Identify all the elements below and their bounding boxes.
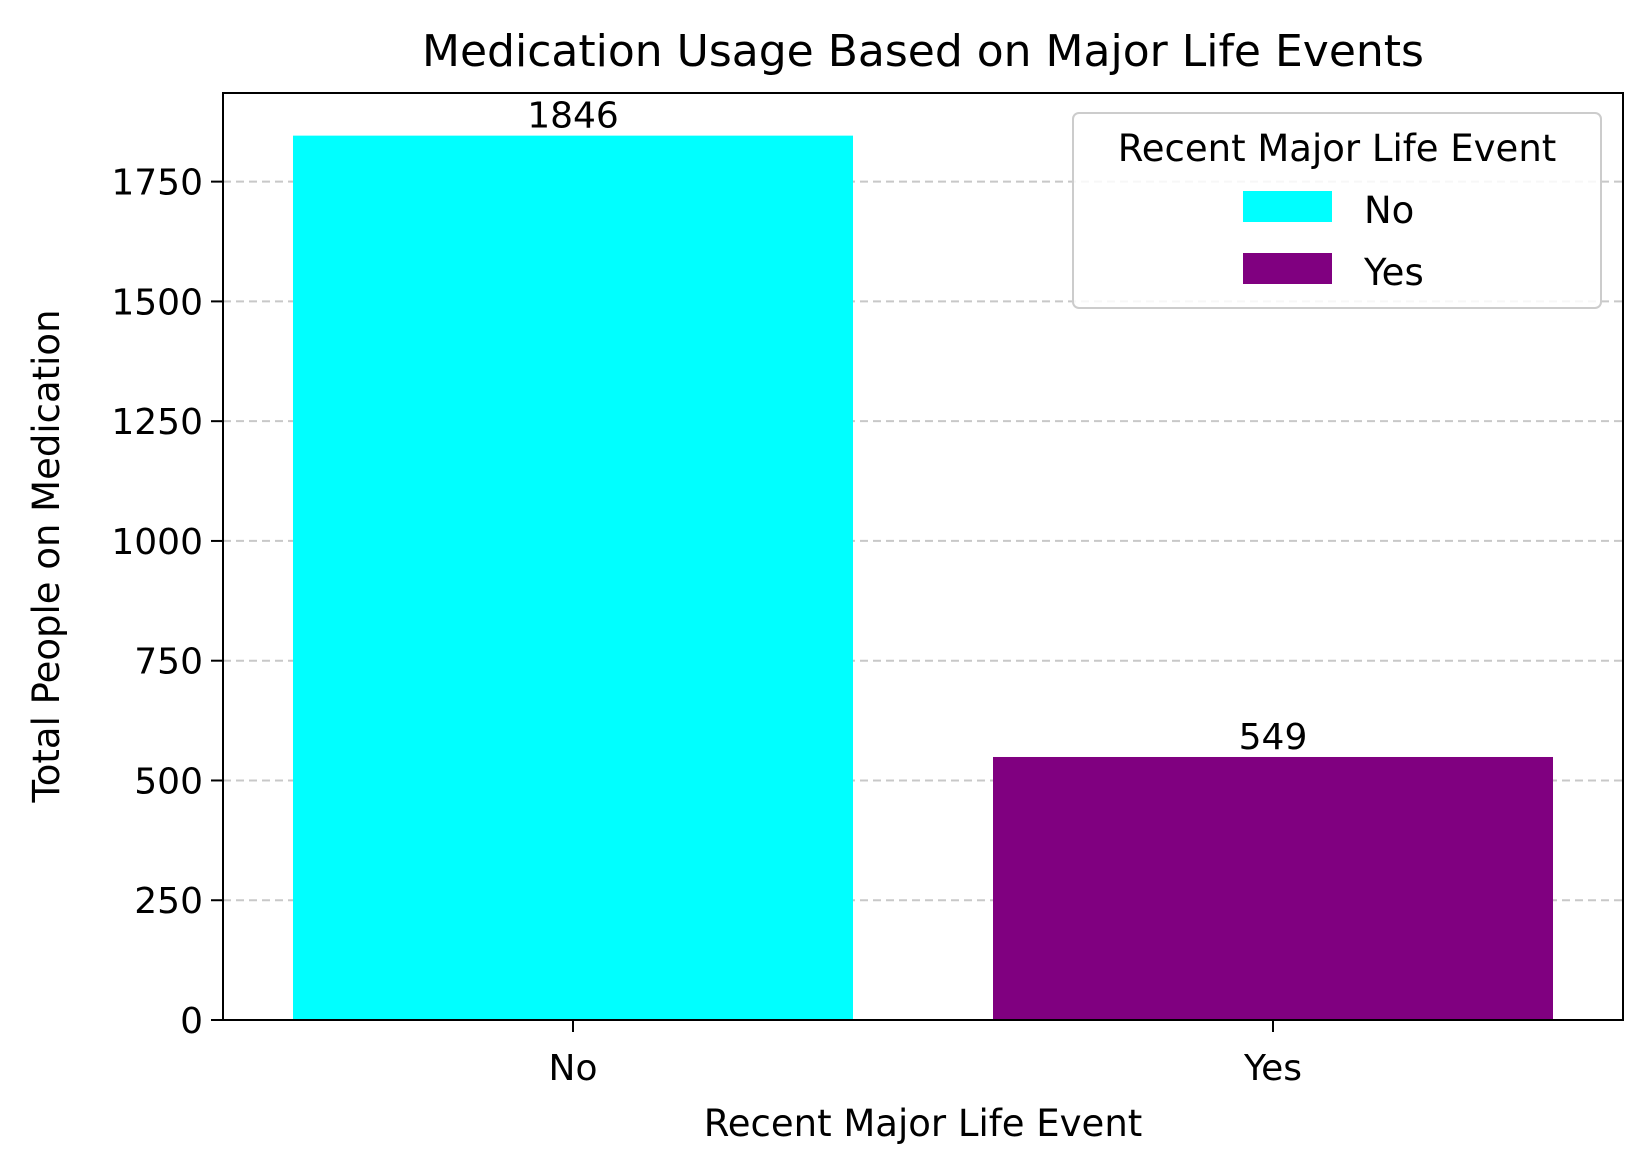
y-tick-label: 0 bbox=[180, 1001, 203, 1042]
bars bbox=[293, 135, 1553, 1020]
bar-labels: 1846 549 bbox=[527, 96, 1307, 758]
y-tick-label: 1500 bbox=[111, 282, 203, 323]
x-axis-label: Recent Major Life Event bbox=[704, 1102, 1143, 1145]
x-tick-label: Yes bbox=[1243, 1048, 1302, 1089]
bar-no bbox=[293, 135, 853, 1020]
y-tick-label: 750 bbox=[134, 642, 203, 683]
bar-value-label: 549 bbox=[1239, 717, 1308, 758]
y-tick-label: 500 bbox=[134, 761, 203, 802]
legend-swatch-no bbox=[1243, 191, 1332, 222]
bar-value-label: 1846 bbox=[527, 96, 619, 137]
legend-label-yes: Yes bbox=[1363, 251, 1424, 294]
y-tick-label: 1750 bbox=[111, 163, 203, 204]
chart-title: Medication Usage Based on Major Life Eve… bbox=[422, 26, 1424, 77]
y-tick-label: 1000 bbox=[111, 522, 203, 563]
y-tick-label: 1250 bbox=[111, 402, 203, 443]
x-axis-ticks: No Yes bbox=[549, 1020, 1302, 1089]
y-tick-label: 250 bbox=[134, 881, 203, 922]
bar-yes bbox=[993, 756, 1553, 1020]
legend-title: Recent Major Life Event bbox=[1118, 127, 1557, 170]
legend: Recent Major Life Event No Yes bbox=[1072, 112, 1602, 309]
y-axis-ticks: 0 250 500 750 1000 1250 1500 1750 bbox=[111, 163, 223, 1042]
legend-box bbox=[1072, 112, 1602, 309]
y-axis-label: Total People on Medication bbox=[25, 309, 68, 803]
legend-swatch-yes bbox=[1243, 253, 1332, 284]
legend-label-no: No bbox=[1364, 189, 1414, 232]
plot-frame bbox=[222, 92, 1624, 1021]
x-tick-label: No bbox=[549, 1048, 598, 1089]
